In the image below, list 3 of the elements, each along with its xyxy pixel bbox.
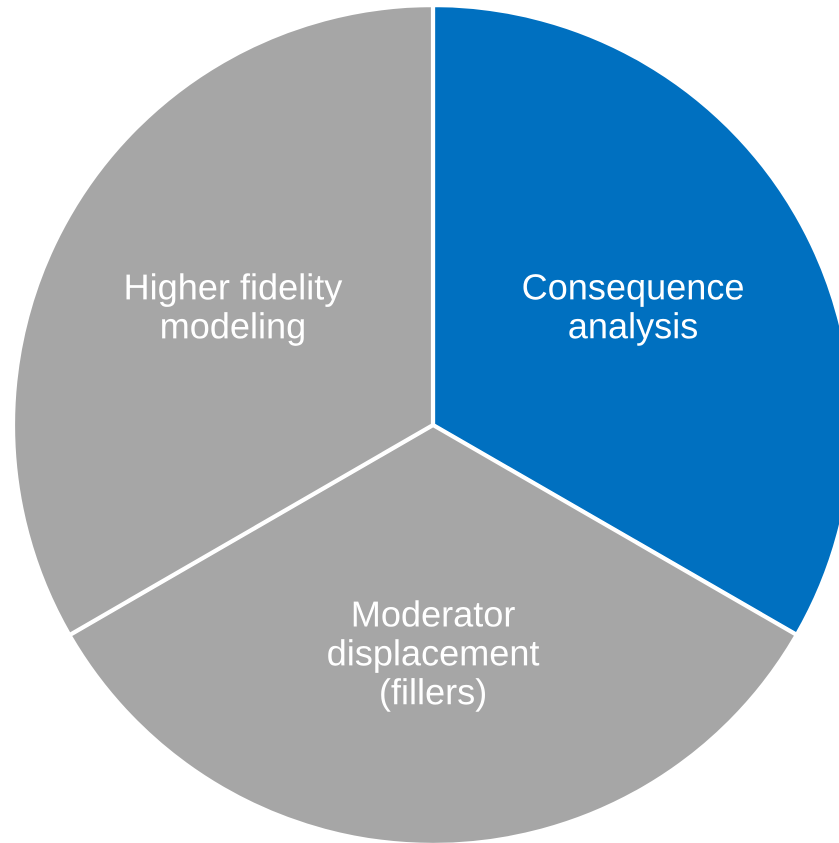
slice-label: Moderator displacement (fillers) (328, 600, 540, 712)
slice-label: Consequence analysis (523, 274, 743, 346)
slice-label: Higher fidelity modeling (126, 273, 342, 346)
